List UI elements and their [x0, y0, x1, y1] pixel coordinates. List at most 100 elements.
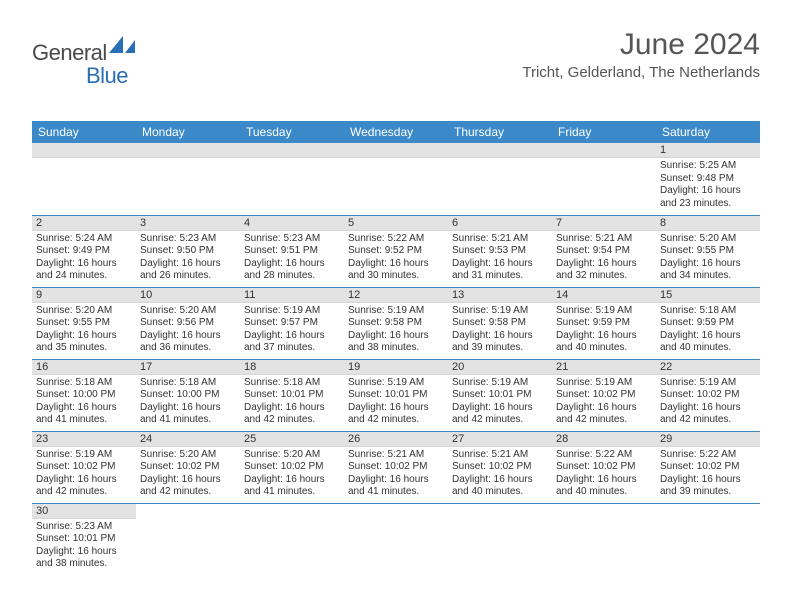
calendar-day-cell: 28Sunrise: 5:22 AMSunset: 10:02 PMDaylig…: [552, 431, 656, 503]
weekday-header: Tuesday: [240, 121, 344, 143]
day-body: [344, 518, 448, 568]
calendar-day-cell: 14Sunrise: 5:19 AMSunset: 9:59 PMDayligh…: [552, 287, 656, 359]
day-body: Sunrise: 5:20 AMSunset: 9:55 PMDaylight:…: [656, 231, 760, 286]
logo-sail-icon: [109, 36, 137, 61]
calendar-day-cell: 11Sunrise: 5:19 AMSunset: 9:57 PMDayligh…: [240, 287, 344, 359]
day-body: Sunrise: 5:18 AMSunset: 9:59 PMDaylight:…: [656, 303, 760, 358]
day-body: Sunrise: 5:19 AMSunset: 10:02 PMDaylight…: [552, 375, 656, 430]
day-body: Sunrise: 5:23 AMSunset: 9:50 PMDaylight:…: [136, 231, 240, 286]
calendar-day-cell: [656, 503, 760, 575]
calendar-table: Sunday Monday Tuesday Wednesday Thursday…: [32, 121, 760, 575]
day-number-bar: 28: [552, 432, 656, 447]
weekday-header: Sunday: [32, 121, 136, 143]
calendar-day-cell: [240, 143, 344, 215]
day-body: Sunrise: 5:22 AMSunset: 9:52 PMDaylight:…: [344, 231, 448, 286]
day-number-bar: [552, 143, 656, 158]
calendar-day-cell: 8Sunrise: 5:20 AMSunset: 9:55 PMDaylight…: [656, 215, 760, 287]
calendar-week-row: 1Sunrise: 5:25 AMSunset: 9:48 PMDaylight…: [32, 143, 760, 215]
day-body: Sunrise: 5:20 AMSunset: 9:55 PMDaylight:…: [32, 303, 136, 358]
day-number-bar: 15: [656, 288, 760, 303]
day-body: [552, 158, 656, 208]
logo-text-general: General: [32, 40, 107, 66]
calendar-day-cell: [344, 143, 448, 215]
day-body: [448, 518, 552, 568]
day-number-bar: 16: [32, 360, 136, 375]
weekday-header-row: Sunday Monday Tuesday Wednesday Thursday…: [32, 121, 760, 143]
day-number-bar: [136, 143, 240, 158]
day-number-bar: 25: [240, 432, 344, 447]
day-body: Sunrise: 5:22 AMSunset: 10:02 PMDaylight…: [552, 447, 656, 502]
day-number-bar: 11: [240, 288, 344, 303]
calendar-day-cell: 26Sunrise: 5:21 AMSunset: 10:02 PMDaylig…: [344, 431, 448, 503]
calendar-day-cell: 2Sunrise: 5:24 AMSunset: 9:49 PMDaylight…: [32, 215, 136, 287]
day-number-bar: [448, 504, 552, 518]
day-number-bar: [32, 143, 136, 158]
day-body: [240, 158, 344, 208]
calendar-week-row: 9Sunrise: 5:20 AMSunset: 9:55 PMDaylight…: [32, 287, 760, 359]
day-body: Sunrise: 5:19 AMSunset: 10:01 PMDaylight…: [448, 375, 552, 430]
calendar-day-cell: [136, 143, 240, 215]
day-number-bar: 17: [136, 360, 240, 375]
calendar-week-row: 23Sunrise: 5:19 AMSunset: 10:02 PMDaylig…: [32, 431, 760, 503]
day-number-bar: 5: [344, 216, 448, 231]
day-body: [136, 518, 240, 568]
calendar-day-cell: 27Sunrise: 5:21 AMSunset: 10:02 PMDaylig…: [448, 431, 552, 503]
day-body: Sunrise: 5:20 AMSunset: 9:56 PMDaylight:…: [136, 303, 240, 358]
day-body: Sunrise: 5:22 AMSunset: 10:02 PMDaylight…: [656, 447, 760, 502]
calendar-day-cell: 3Sunrise: 5:23 AMSunset: 9:50 PMDaylight…: [136, 215, 240, 287]
day-body: Sunrise: 5:19 AMSunset: 9:58 PMDaylight:…: [448, 303, 552, 358]
day-number-bar: [240, 504, 344, 518]
weekday-header: Thursday: [448, 121, 552, 143]
day-number-bar: 29: [656, 432, 760, 447]
calendar-day-cell: 20Sunrise: 5:19 AMSunset: 10:01 PMDaylig…: [448, 359, 552, 431]
day-number-bar: 23: [32, 432, 136, 447]
day-number-bar: [656, 504, 760, 518]
day-number-bar: 4: [240, 216, 344, 231]
day-body: [32, 158, 136, 208]
calendar-week-row: 16Sunrise: 5:18 AMSunset: 10:00 PMDaylig…: [32, 359, 760, 431]
calendar-day-cell: 18Sunrise: 5:18 AMSunset: 10:01 PMDaylig…: [240, 359, 344, 431]
day-number-bar: 7: [552, 216, 656, 231]
calendar-day-cell: [448, 503, 552, 575]
calendar-day-cell: [344, 503, 448, 575]
calendar-day-cell: [552, 503, 656, 575]
day-number-bar: 18: [240, 360, 344, 375]
day-body: [136, 158, 240, 208]
calendar-day-cell: [136, 503, 240, 575]
day-body: Sunrise: 5:19 AMSunset: 10:02 PMDaylight…: [32, 447, 136, 502]
day-body: Sunrise: 5:21 AMSunset: 9:53 PMDaylight:…: [448, 231, 552, 286]
day-number-bar: 3: [136, 216, 240, 231]
calendar-day-cell: 25Sunrise: 5:20 AMSunset: 10:02 PMDaylig…: [240, 431, 344, 503]
weekday-header: Wednesday: [344, 121, 448, 143]
calendar-day-cell: 15Sunrise: 5:18 AMSunset: 9:59 PMDayligh…: [656, 287, 760, 359]
calendar-day-cell: 12Sunrise: 5:19 AMSunset: 9:58 PMDayligh…: [344, 287, 448, 359]
calendar-day-cell: 30Sunrise: 5:23 AMSunset: 10:01 PMDaylig…: [32, 503, 136, 575]
day-number-bar: [136, 504, 240, 518]
calendar-day-cell: 23Sunrise: 5:19 AMSunset: 10:02 PMDaylig…: [32, 431, 136, 503]
day-number-bar: 22: [656, 360, 760, 375]
day-body: Sunrise: 5:19 AMSunset: 9:58 PMDaylight:…: [344, 303, 448, 358]
calendar-day-cell: 19Sunrise: 5:19 AMSunset: 10:01 PMDaylig…: [344, 359, 448, 431]
calendar-day-cell: 17Sunrise: 5:18 AMSunset: 10:00 PMDaylig…: [136, 359, 240, 431]
calendar-day-cell: 29Sunrise: 5:22 AMSunset: 10:02 PMDaylig…: [656, 431, 760, 503]
day-body: Sunrise: 5:19 AMSunset: 10:01 PMDaylight…: [344, 375, 448, 430]
calendar-week-row: 30Sunrise: 5:23 AMSunset: 10:01 PMDaylig…: [32, 503, 760, 575]
day-number-bar: [552, 504, 656, 518]
day-body: Sunrise: 5:23 AMSunset: 10:01 PMDaylight…: [32, 519, 136, 574]
month-title: June 2024: [522, 28, 760, 62]
calendar-day-cell: 21Sunrise: 5:19 AMSunset: 10:02 PMDaylig…: [552, 359, 656, 431]
day-body: Sunrise: 5:25 AMSunset: 9:48 PMDaylight:…: [656, 158, 760, 213]
calendar-day-cell: [552, 143, 656, 215]
day-number-bar: 30: [32, 504, 136, 519]
day-number-bar: 12: [344, 288, 448, 303]
day-body: Sunrise: 5:18 AMSunset: 10:01 PMDaylight…: [240, 375, 344, 430]
day-number-bar: 19: [344, 360, 448, 375]
day-number-bar: 2: [32, 216, 136, 231]
day-number-bar: 14: [552, 288, 656, 303]
calendar-week-row: 2Sunrise: 5:24 AMSunset: 9:49 PMDaylight…: [32, 215, 760, 287]
day-number-bar: [448, 143, 552, 158]
day-body: Sunrise: 5:21 AMSunset: 10:02 PMDaylight…: [448, 447, 552, 502]
weekday-header: Friday: [552, 121, 656, 143]
day-number-bar: [240, 143, 344, 158]
day-body: Sunrise: 5:19 AMSunset: 9:57 PMDaylight:…: [240, 303, 344, 358]
